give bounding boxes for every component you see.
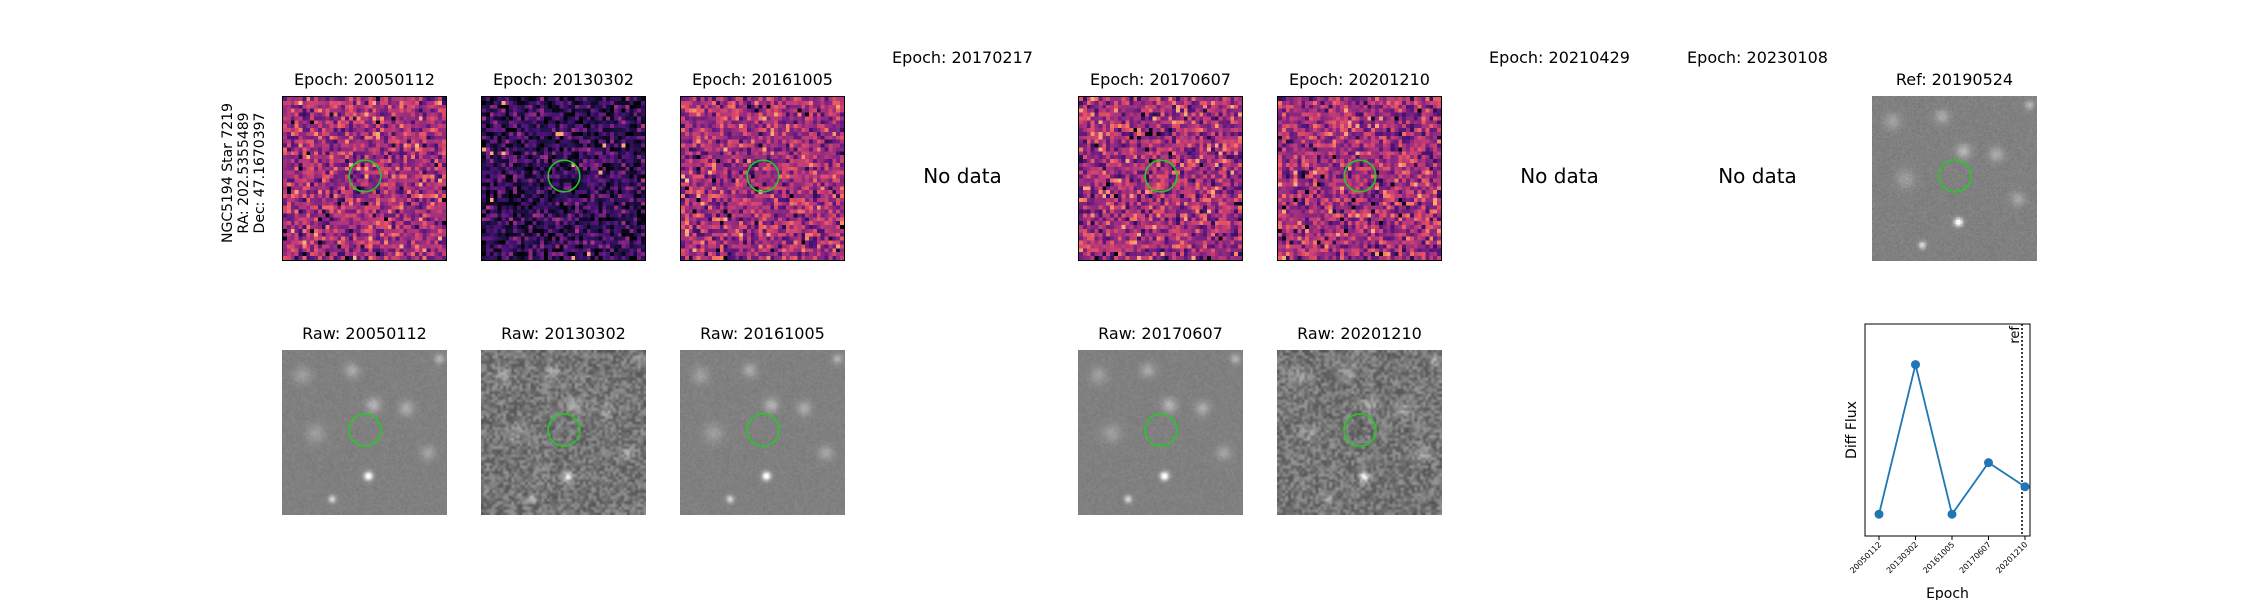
aperture-circle bbox=[547, 413, 581, 447]
flux-point bbox=[1984, 458, 1993, 468]
aperture-circle bbox=[1938, 159, 1972, 193]
no-data-label: No data bbox=[1718, 164, 1797, 188]
diff-panel-title: Epoch: 20050112 bbox=[294, 70, 435, 89]
light-curve-chart: ref 20050112 20130302 20161005 20170607 20201… bbox=[1844, 323, 2031, 600]
flux-point bbox=[1947, 509, 1957, 519]
x-axis-label: Epoch bbox=[1926, 586, 1969, 600]
raw-image bbox=[1078, 350, 1243, 515]
no-data-label: No data bbox=[1520, 164, 1599, 188]
diff-panel-title: Epoch: 20170217 bbox=[892, 48, 1033, 67]
star-dec-text: Dec: 47.1670397 bbox=[252, 113, 268, 234]
no-data-label: No data bbox=[923, 164, 1002, 188]
difference-image bbox=[481, 96, 646, 261]
aperture-circle bbox=[547, 159, 581, 193]
raw-panel-title: Raw: 20201210 bbox=[1297, 324, 1422, 343]
raw-image bbox=[282, 350, 447, 515]
aperture-circle bbox=[746, 159, 780, 193]
difference-image bbox=[1078, 96, 1243, 261]
raw-image bbox=[1277, 350, 1442, 515]
x-tick-label: 20161005 bbox=[1921, 540, 1956, 575]
raw-image bbox=[481, 350, 646, 515]
star-name-text: NGC5194 Star 7219 bbox=[220, 103, 236, 243]
raw-panel-title: Raw: 20050112 bbox=[302, 324, 427, 343]
aperture-circle bbox=[746, 413, 780, 447]
reference-image bbox=[1872, 96, 2037, 261]
diff-panel-title: Epoch: 20201210 bbox=[1289, 70, 1430, 89]
plot-frame bbox=[1864, 323, 2031, 537]
flux-point bbox=[1874, 509, 1884, 519]
raw-panel-title: Raw: 20130302 bbox=[501, 324, 626, 343]
flux-point bbox=[1911, 360, 1920, 370]
star-info-label: NGC5194 Star 7219 RA: 202.5355489 Dec: 4… bbox=[220, 103, 268, 243]
aperture-circle bbox=[1144, 413, 1178, 447]
raw-panel-title: Raw: 20170607 bbox=[1098, 324, 1223, 343]
flux-line bbox=[1878, 364, 2026, 517]
difference-image bbox=[1277, 96, 1442, 261]
aperture-circle bbox=[348, 159, 382, 193]
diff-panel-title: Epoch: 20230108 bbox=[1687, 48, 1828, 67]
flux-point bbox=[2020, 482, 2030, 492]
diff-panel-title: Ref: 20190524 bbox=[1895, 70, 2014, 89]
star-ra-text: RA: 202.5355489 bbox=[236, 112, 252, 233]
reference-label: ref bbox=[2008, 326, 2023, 344]
aperture-circle bbox=[1144, 159, 1178, 193]
x-tick-label: 20201210 bbox=[1994, 540, 2029, 575]
raw-image bbox=[680, 350, 845, 515]
x-tick-label: 20170607 bbox=[1958, 540, 1993, 575]
difference-image bbox=[680, 96, 845, 261]
diff-panel-title: Epoch: 20210429 bbox=[1489, 48, 1630, 67]
difference-image bbox=[282, 96, 447, 261]
aperture-circle bbox=[348, 413, 382, 447]
aperture-circle bbox=[1343, 413, 1377, 447]
diff-panel-title: Epoch: 20170607 bbox=[1090, 70, 1231, 89]
diff-panel-title: Epoch: 20130302 bbox=[493, 70, 634, 89]
diff-panel-title: Epoch: 20161005 bbox=[692, 70, 833, 89]
x-tick-label: 20130302 bbox=[1885, 540, 1920, 575]
y-axis-label: Diff Flux bbox=[1844, 401, 1860, 459]
aperture-circle bbox=[1343, 159, 1377, 193]
raw-panel-title: Raw: 20161005 bbox=[700, 324, 825, 343]
x-tick-label: 20050112 bbox=[1848, 540, 1883, 575]
